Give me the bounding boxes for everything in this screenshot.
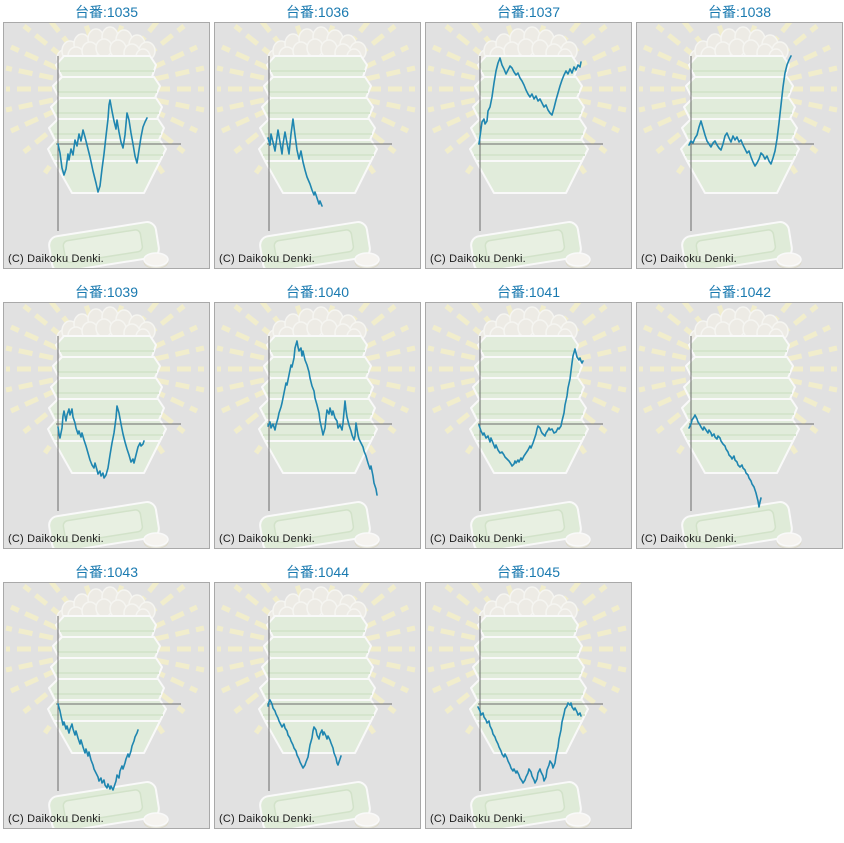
machine-chart-tile[interactable]: (C) Daikoku Denki.	[3, 582, 210, 829]
copyright-label: (C) Daikoku Denki.	[430, 533, 526, 545]
slump-graph	[4, 303, 209, 548]
copyright-label: (C) Daikoku Denki.	[430, 253, 526, 265]
slump-graph	[215, 23, 420, 268]
machine-watermark-image	[217, 583, 415, 828]
machine-watermark-image	[639, 303, 837, 548]
machine-title-link[interactable]: 台番:1041	[496, 284, 561, 300]
machine-title-link[interactable]: 台番:1036	[285, 4, 350, 20]
machine-watermark-image	[6, 303, 204, 548]
copyright-label: (C) Daikoku Denki.	[219, 813, 315, 825]
machine-cell: 台番:1044 (C) Daikoku Denki.	[214, 562, 421, 829]
slump-line-series	[688, 414, 762, 508]
machine-title-link[interactable]: 台番:1042	[707, 284, 772, 300]
machine-cell: 台番:1039 (C) Daikoku Denki.	[3, 282, 210, 549]
slump-graph	[426, 23, 631, 268]
slump-graph	[215, 303, 420, 548]
slump-graph	[426, 583, 631, 828]
slump-line-series	[477, 702, 582, 784]
slump-line-series	[478, 57, 582, 145]
machine-title-link[interactable]: 台番:1037	[496, 4, 561, 20]
machine-watermark-image	[428, 303, 626, 548]
copyright-label: (C) Daikoku Denki.	[8, 533, 104, 545]
machine-title-link[interactable]: 台番:1045	[496, 564, 561, 580]
copyright-label: (C) Daikoku Denki.	[641, 253, 737, 265]
machine-cell: 台番:1036 (C) Daikoku Denki.	[214, 2, 421, 269]
slump-graph	[426, 303, 631, 548]
machine-title-link[interactable]: 台番:1043	[74, 564, 139, 580]
machine-cell: 台番:1038 (C) Daikoku Denki.	[636, 2, 843, 269]
machine-cell: 台番:1040 (C) Daikoku Denki.	[214, 282, 421, 549]
machine-chart-tile[interactable]: (C) Daikoku Denki.	[214, 582, 421, 829]
slump-graph	[4, 23, 209, 268]
slump-line-series	[57, 99, 148, 193]
slump-line-series	[57, 703, 139, 791]
machine-chart-tile[interactable]: (C) Daikoku Denki.	[636, 302, 843, 549]
machine-cell: 台番:1035 (C) Daikoku Denki.	[3, 2, 210, 269]
machine-cell: 台番:1043 (C) Daikoku Denki.	[3, 562, 210, 829]
machine-watermark-image	[639, 23, 837, 268]
machine-title-link[interactable]: 台番:1038	[707, 4, 772, 20]
machine-chart-tile[interactable]: (C) Daikoku Denki.	[3, 302, 210, 549]
machine-watermark-image	[217, 303, 415, 548]
machine-cell: 台番:1041 (C) Daikoku Denki.	[425, 282, 632, 549]
slump-line-series	[267, 118, 323, 207]
machine-watermark-image	[428, 583, 626, 828]
machine-title-link[interactable]: 台番:1039	[74, 284, 139, 300]
machine-cell: 台番:1037 (C) Daikoku Denki.	[425, 2, 632, 269]
machine-watermark-image	[428, 23, 626, 268]
slump-line-series	[267, 699, 342, 769]
machine-chart-tile[interactable]: (C) Daikoku Denki.	[3, 22, 210, 269]
machine-chart-tile[interactable]: (C) Daikoku Denki.	[425, 582, 632, 829]
copyright-label: (C) Daikoku Denki.	[8, 253, 104, 265]
slump-line-series	[688, 55, 792, 167]
copyright-label: (C) Daikoku Denki.	[430, 813, 526, 825]
machine-title-link[interactable]: 台番:1035	[74, 4, 139, 20]
machine-chart-tile[interactable]: (C) Daikoku Denki.	[425, 302, 632, 549]
copyright-label: (C) Daikoku Denki.	[219, 533, 315, 545]
slump-line-series	[478, 348, 584, 467]
slump-graph	[637, 23, 842, 268]
machine-chart-tile[interactable]: (C) Daikoku Denki.	[214, 302, 421, 549]
machine-chart-tile[interactable]: (C) Daikoku Denki.	[636, 22, 843, 269]
slump-graph	[215, 583, 420, 828]
machine-title-link[interactable]: 台番:1044	[285, 564, 350, 580]
slump-graph	[4, 583, 209, 828]
machine-title-link[interactable]: 台番:1040	[285, 284, 350, 300]
machine-chart-tile[interactable]: (C) Daikoku Denki.	[214, 22, 421, 269]
machine-watermark-image	[6, 583, 204, 828]
copyright-label: (C) Daikoku Denki.	[8, 813, 104, 825]
slump-graph	[637, 303, 842, 548]
slump-line-series	[57, 405, 145, 479]
machine-cell: 台番:1045 (C) Daikoku Denki.	[425, 562, 632, 829]
machine-chart-tile[interactable]: (C) Daikoku Denki.	[425, 22, 632, 269]
copyright-label: (C) Daikoku Denki.	[641, 533, 737, 545]
machine-cell: 台番:1042 (C) Daikoku Denki.	[636, 282, 843, 549]
copyright-label: (C) Daikoku Denki.	[219, 253, 315, 265]
slump-line-series	[267, 340, 378, 496]
machine-watermark-image	[217, 23, 415, 268]
